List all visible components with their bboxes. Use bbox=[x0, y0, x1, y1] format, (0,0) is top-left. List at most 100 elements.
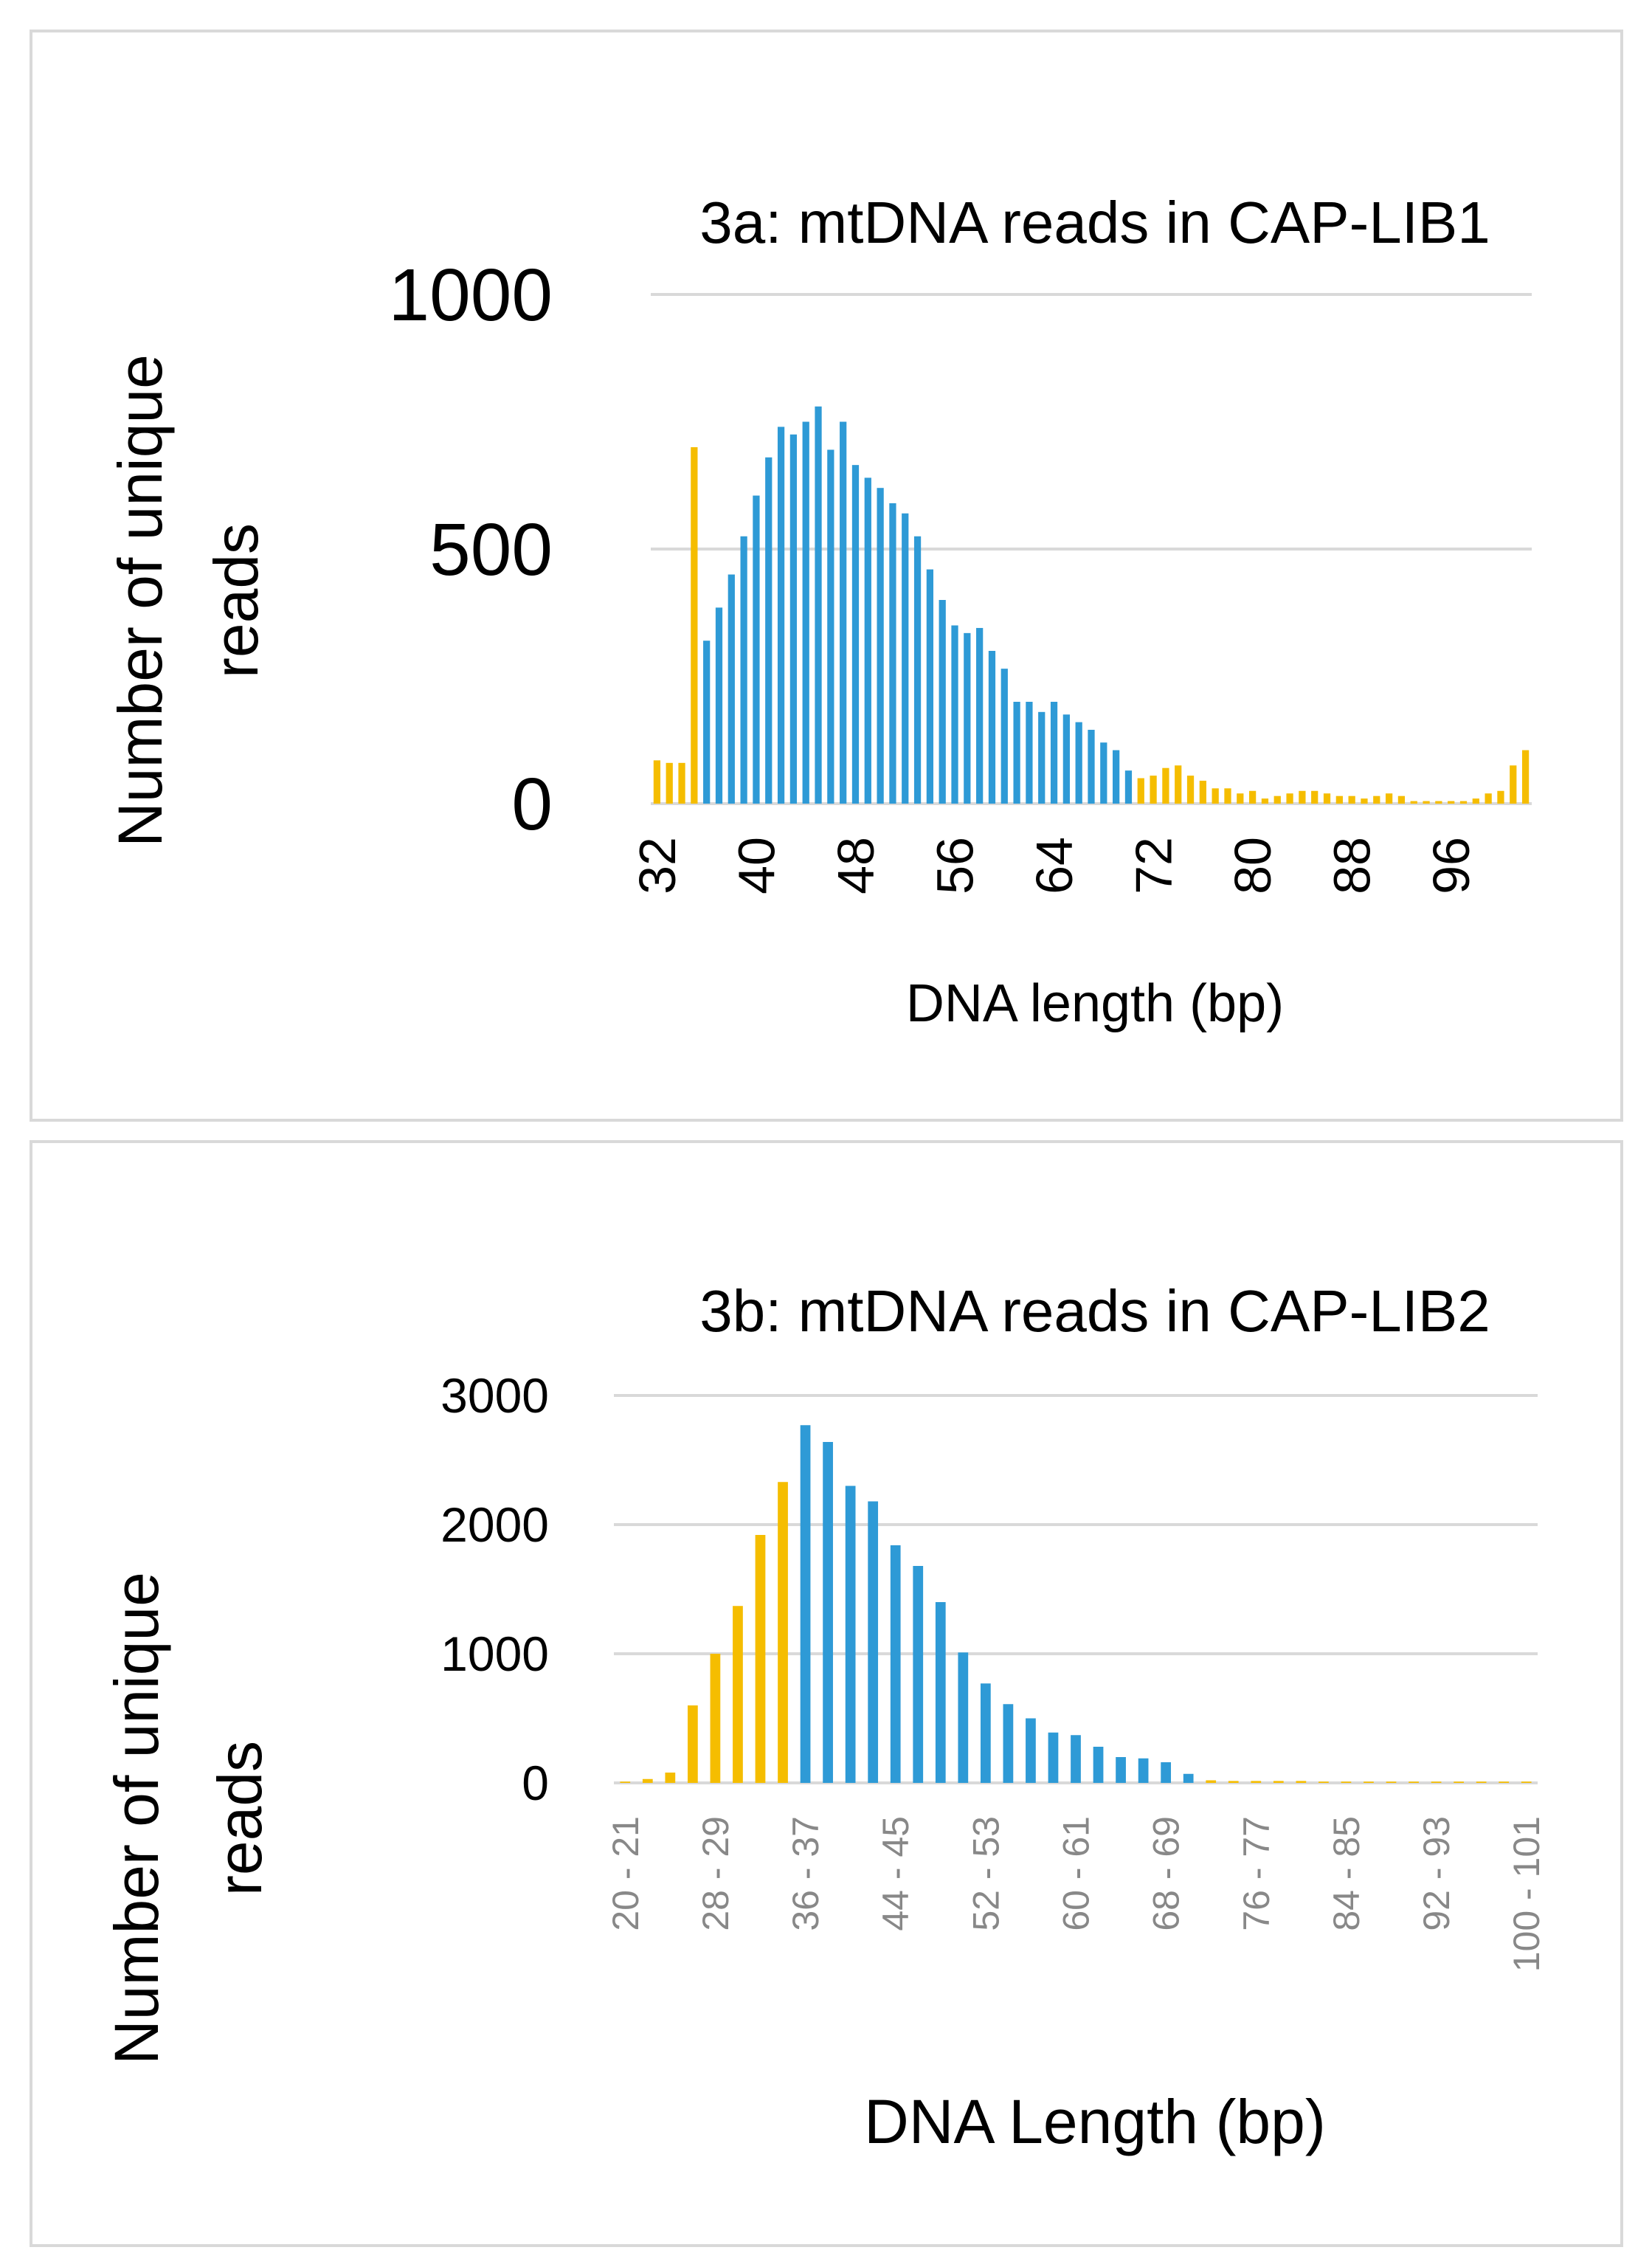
x-tick-label: 96 bbox=[1423, 837, 1480, 894]
bar bbox=[935, 1602, 946, 1783]
bar bbox=[1224, 788, 1231, 804]
x-tick-label: 100 - 101 bbox=[1506, 1816, 1547, 1972]
bar bbox=[765, 457, 773, 804]
bar bbox=[1510, 765, 1517, 804]
bar bbox=[727, 574, 735, 804]
bar bbox=[1138, 1758, 1149, 1783]
bar bbox=[1319, 1781, 1329, 1783]
bar bbox=[926, 569, 934, 804]
bar bbox=[778, 1482, 788, 1783]
bar bbox=[733, 1606, 743, 1783]
bar bbox=[840, 421, 847, 804]
bar bbox=[1454, 1781, 1464, 1783]
bar bbox=[827, 449, 834, 804]
chart-3b: 3b: mtDNA reads in CAP-LIB2 Number of un… bbox=[102, 1278, 1547, 2156]
bar bbox=[988, 651, 996, 804]
bar bbox=[665, 1773, 676, 1783]
bar bbox=[1273, 1781, 1284, 1783]
bar bbox=[1409, 1781, 1419, 1783]
bar bbox=[666, 762, 673, 804]
y-tick-label: 1000 bbox=[440, 1626, 549, 1681]
y-tick-label: 3000 bbox=[440, 1368, 549, 1423]
bar bbox=[1100, 742, 1107, 804]
bar bbox=[800, 1425, 811, 1783]
y-axis-label-line-1: Number of unique bbox=[106, 354, 175, 847]
bar bbox=[939, 600, 946, 804]
bar bbox=[789, 434, 798, 804]
bar bbox=[1386, 1781, 1397, 1783]
bar bbox=[1093, 1747, 1104, 1783]
y-tick-label: 1000 bbox=[389, 254, 553, 337]
bar bbox=[1237, 793, 1244, 804]
bar bbox=[1521, 1781, 1532, 1783]
bar bbox=[1435, 801, 1442, 804]
bar bbox=[1497, 790, 1504, 804]
bar bbox=[1199, 780, 1206, 804]
bar bbox=[1448, 801, 1455, 804]
bar bbox=[1261, 798, 1269, 804]
bar bbox=[1183, 1773, 1194, 1783]
bar bbox=[890, 1545, 901, 1783]
bar bbox=[1499, 1781, 1510, 1783]
bar bbox=[1459, 801, 1468, 804]
bar bbox=[1273, 796, 1281, 804]
bar bbox=[1311, 790, 1319, 804]
bar bbox=[1485, 793, 1492, 804]
x-tick-label: 32 bbox=[629, 837, 686, 894]
bar bbox=[642, 1778, 653, 1783]
x-tick-label: 56 bbox=[927, 837, 984, 894]
y-tick-label: 500 bbox=[429, 508, 553, 591]
y-tick-label: 2000 bbox=[440, 1497, 549, 1552]
y-tick-label: 0 bbox=[522, 1756, 549, 1810]
x-tick-label: 44 - 45 bbox=[875, 1816, 916, 1931]
bar bbox=[802, 421, 809, 804]
x-tick-label: 92 - 93 bbox=[1416, 1816, 1457, 1931]
x-tick-label: 52 - 53 bbox=[965, 1816, 1006, 1931]
bar bbox=[958, 1652, 969, 1783]
bar bbox=[1476, 1781, 1487, 1783]
y-axis-label-line-2: reads bbox=[205, 1741, 274, 1896]
bar bbox=[1364, 1781, 1374, 1783]
bar bbox=[1162, 767, 1169, 804]
bar bbox=[1472, 798, 1479, 804]
bar bbox=[1212, 788, 1219, 804]
bar bbox=[1348, 796, 1355, 804]
bar bbox=[1521, 750, 1530, 804]
bar bbox=[1071, 1735, 1081, 1783]
bar bbox=[877, 488, 884, 804]
bar bbox=[1323, 793, 1331, 804]
bar bbox=[1423, 801, 1430, 804]
y-axis-label-line-1: Number of unique bbox=[102, 1572, 171, 2065]
x-tick-label: 64 bbox=[1026, 837, 1083, 894]
chart-3a: 3a: mtDNA reads in CAP-LIB1 Number of un… bbox=[106, 190, 1532, 1033]
bar bbox=[1206, 1780, 1217, 1783]
x-tick-label: 76 - 77 bbox=[1236, 1816, 1277, 1931]
bar bbox=[1038, 711, 1046, 804]
bar bbox=[1000, 669, 1008, 804]
bar bbox=[1385, 793, 1393, 804]
bar bbox=[864, 477, 871, 804]
bar bbox=[823, 1442, 833, 1783]
bar bbox=[889, 503, 896, 804]
bar bbox=[740, 536, 747, 804]
bar bbox=[755, 1535, 766, 1783]
bar bbox=[1050, 702, 1058, 804]
bar bbox=[620, 1781, 631, 1783]
y-tick-label: 0 bbox=[511, 763, 553, 846]
bar bbox=[1248, 790, 1257, 804]
bar bbox=[1137, 778, 1144, 804]
bar bbox=[1286, 793, 1293, 804]
bar bbox=[1150, 776, 1157, 804]
bar bbox=[1124, 770, 1133, 804]
bar bbox=[815, 406, 822, 804]
bar bbox=[951, 625, 958, 804]
bar bbox=[1410, 801, 1417, 804]
x-tick-label: 80 bbox=[1224, 837, 1282, 894]
bar bbox=[902, 513, 909, 804]
bar bbox=[913, 536, 922, 804]
x-tick-label: 48 bbox=[827, 837, 885, 894]
bar bbox=[1397, 796, 1406, 804]
bar bbox=[976, 627, 984, 804]
bar bbox=[753, 495, 760, 804]
bar bbox=[1175, 765, 1182, 804]
